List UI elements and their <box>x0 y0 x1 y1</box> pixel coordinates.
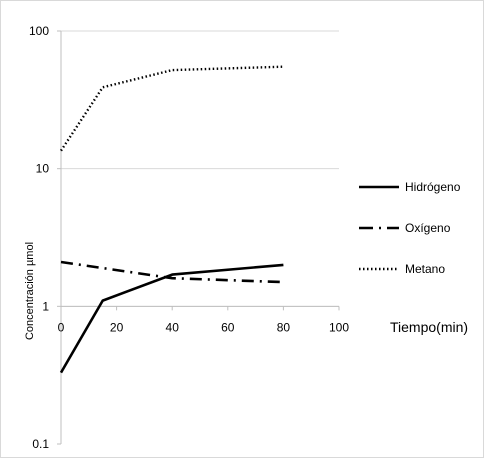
series-line-0 <box>59 263 284 374</box>
series-line-2 <box>59 65 284 152</box>
y-tick-label: 100 <box>29 24 49 38</box>
gridlines <box>61 30 339 307</box>
legend-label: Metano <box>405 262 445 276</box>
legend: Hidrógeno Oxígeno Metano <box>359 180 461 276</box>
x-tick-label: 60 <box>221 320 235 334</box>
y-tick-label: 1 <box>42 299 49 313</box>
legend-label: Oxígeno <box>405 221 451 235</box>
legend-label: Hidrógeno <box>405 180 461 194</box>
x-tick-label: 80 <box>277 320 291 334</box>
x-axis-title: Tiempo(min) <box>390 319 468 335</box>
axes: 0.1 1 10 100 0 20 40 60 80 100 <box>29 24 349 451</box>
x-tick-label: 40 <box>166 320 180 334</box>
x-tick-label: 0 <box>58 320 65 334</box>
series-lines <box>59 65 284 374</box>
y-tick-label: 10 <box>36 162 50 176</box>
y-tick-label: 0.1 <box>32 437 49 451</box>
series-line-1 <box>60 260 284 284</box>
x-tick-label: 20 <box>110 320 124 334</box>
y-axis-title: Concentración µmol <box>24 242 36 340</box>
x-tick-label: 100 <box>329 320 349 334</box>
